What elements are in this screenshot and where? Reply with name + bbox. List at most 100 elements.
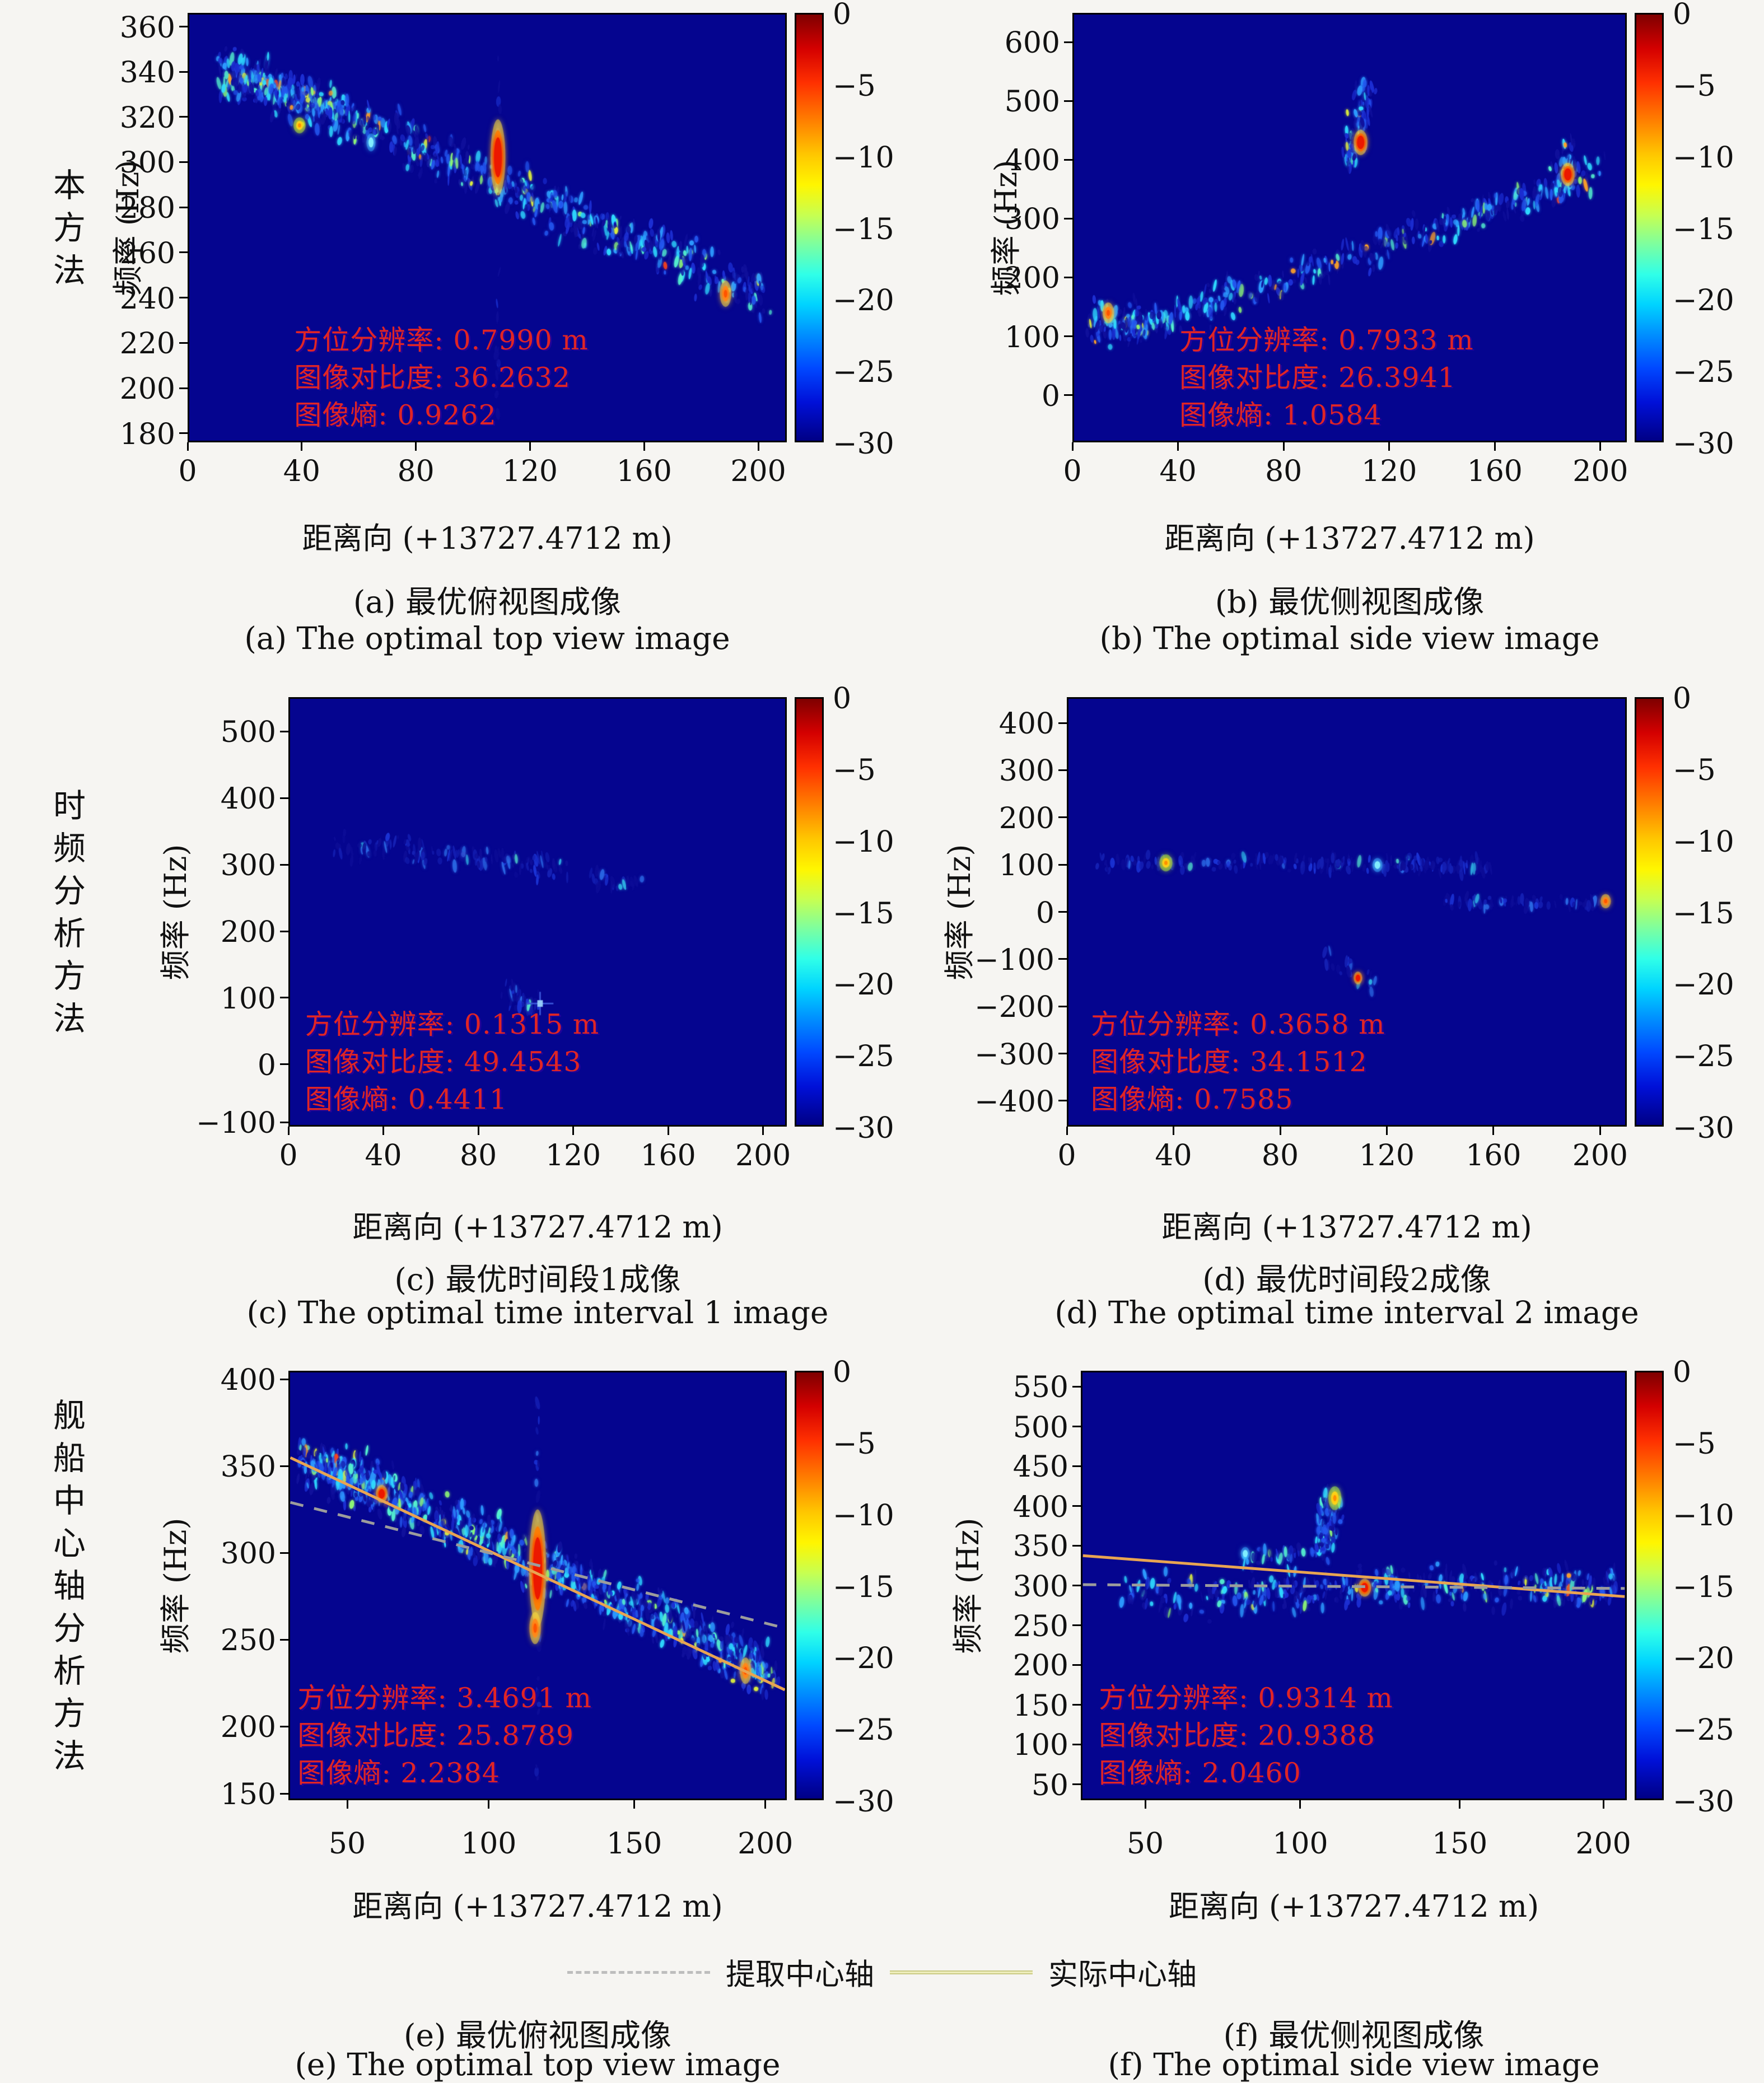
y-tick-mark: [1072, 1544, 1081, 1547]
method-row-label: 本 方 法: [53, 166, 86, 289]
colorbar-tick-label: −25: [1673, 1040, 1734, 1074]
x-tick-mark: [477, 1127, 479, 1135]
y-tick-label: −100: [974, 943, 1054, 977]
colorbar-tick-label: 0: [833, 0, 852, 31]
y-tick-label: −400: [974, 1085, 1054, 1119]
x-tick-label: 160: [1466, 1139, 1522, 1173]
colorbar-tick-label: −25: [833, 356, 894, 390]
x-tick-mark: [667, 1127, 669, 1135]
caption-zh: (d) 最优时间段2成像: [1202, 1262, 1491, 1297]
y-tick-label: −100: [196, 1106, 276, 1141]
y-tick-label: 100: [1004, 320, 1060, 354]
extracted-centerline: [1082, 1583, 1625, 1590]
x-tick-label: 80: [1265, 455, 1303, 488]
y-axis-label: 频率 (Hz): [950, 1517, 986, 1654]
x-axis-label: 距离向 (+13727.4712 m): [302, 521, 673, 556]
colorbar-tick-label: −20: [833, 284, 894, 318]
x-tick-label: 200: [1572, 455, 1628, 488]
y-tick-mark: [179, 432, 188, 435]
metric-line: 图像对比度: 34.1512: [1091, 1046, 1368, 1078]
x-tick-label: 160: [640, 1139, 696, 1173]
x-tick-label: 0: [1063, 455, 1082, 488]
x-tick-mark: [382, 1127, 385, 1135]
x-tick-label: 40: [283, 455, 320, 488]
y-tick-mark: [1072, 1585, 1081, 1586]
y-tick-mark: [280, 1638, 288, 1641]
caption-zh: (f) 最优侧视图成像: [1223, 2017, 1485, 2053]
plot-area: 方位分辨率: 0.7933 m 图像对比度: 26.3941 图像熵: 1.0584: [1072, 13, 1627, 442]
colorbar-tick-label: 0: [1673, 1356, 1692, 1389]
x-tick-label: 120: [1361, 455, 1417, 488]
y-tick-label: 600: [1004, 26, 1060, 60]
y-tick-label: 100: [220, 982, 276, 1016]
x-tick-label: 200: [1572, 1139, 1628, 1173]
y-tick-mark: [1072, 1743, 1081, 1745]
y-tick-label: 350: [1012, 1530, 1068, 1564]
y-tick-label: 200: [998, 801, 1054, 835]
y-tick-label: 250: [1012, 1609, 1068, 1643]
metric-line: 方位分辨率: 0.9314 m: [1099, 1682, 1393, 1714]
x-tick-label: 200: [730, 455, 786, 488]
y-tick-label: 550: [1012, 1371, 1068, 1405]
metric-line: 图像对比度: 49.4543: [305, 1046, 582, 1078]
y-tick-label: 150: [220, 1778, 276, 1812]
y-tick-mark: [1064, 217, 1072, 219]
subplot-a: 本 方 法 频率 (Hz) 方位分辨率: 0.7990 m 图像对比度: 36.2…: [0, 0, 894, 722]
y-tick-mark: [1072, 1783, 1081, 1786]
y-tick-label: 200: [1004, 261, 1060, 296]
x-tick-label: 40: [1155, 1139, 1192, 1173]
y-tick-label: 300: [119, 146, 175, 180]
y-tick-label: 300: [1004, 203, 1060, 237]
y-axis-label: 频率 (Hz): [158, 1517, 193, 1654]
x-tick-mark: [1177, 442, 1179, 451]
subplot-f: 频率 (Hz) 方位分辨率: 0.9314 m 图像对比度: 20.9388 图像熵…: [882, 1356, 1764, 2083]
y-tick-label: 240: [119, 282, 175, 316]
y-tick-mark: [1058, 1053, 1067, 1055]
y-tick-mark: [280, 863, 288, 866]
y-tick-label: 100: [1012, 1729, 1068, 1763]
y-tick-label: 400: [1012, 1490, 1068, 1524]
method-row-label: 舰 船 中 心 轴 分 析 方 法: [53, 1396, 86, 1775]
x-tick-mark: [757, 442, 759, 451]
y-tick-label: 300: [998, 754, 1054, 788]
y-tick-label: 400: [220, 1363, 276, 1398]
colorbar-tick-label: −10: [833, 1498, 894, 1533]
actual-centerline: [1082, 1554, 1625, 1598]
y-tick-label: 180: [119, 417, 175, 451]
x-tick-label: 80: [1261, 1139, 1299, 1173]
x-tick-label: 0: [279, 1139, 298, 1173]
metric-line: 方位分辨率: 0.1315 m: [305, 1008, 600, 1040]
metric-line: 图像对比度: 25.8789: [297, 1720, 575, 1752]
y-tick-mark: [179, 342, 188, 344]
caption-en: (c) The optimal time interval 1 image: [246, 1295, 829, 1330]
subplot-b: 频率 (Hz) 方位分辨率: 0.7933 m 图像对比度: 26.3941 图像熵…: [882, 0, 1764, 722]
x-tick-label: 200: [738, 1827, 794, 1861]
colorbar-tick-label: −25: [833, 1713, 894, 1748]
y-tick-mark: [1058, 722, 1067, 724]
x-tick-label: 80: [459, 1139, 497, 1173]
colorbar: [795, 13, 824, 442]
metric-annotations: 方位分辨率: 0.7990 m 图像对比度: 36.2632 图像熵: 0.9262: [294, 321, 589, 434]
y-tick-label: 150: [1012, 1689, 1068, 1723]
y-tick-label: 0: [257, 1048, 276, 1082]
colorbar-tick-label: −5: [833, 753, 876, 787]
y-tick-mark: [1064, 41, 1072, 43]
colorbar-tick-label: −30: [1673, 1111, 1734, 1145]
metric-line: 图像熵: 0.7585: [1091, 1083, 1294, 1115]
y-tick-mark: [1064, 335, 1072, 338]
colorbar-tick-label: 0: [1673, 682, 1692, 716]
colorbar-tick-label: −25: [1673, 356, 1734, 390]
x-tick-mark: [1385, 1127, 1388, 1135]
x-tick-label: 40: [1159, 455, 1197, 488]
metric-line: 方位分辨率: 0.7990 m: [294, 324, 589, 356]
colorbar: [1635, 13, 1664, 442]
y-tick-mark: [280, 1378, 288, 1380]
y-tick-mark: [1058, 769, 1067, 771]
plot-area: 方位分辨率: 0.1315 m 图像对比度: 49.4543 图像熵: 0.4411: [288, 697, 787, 1127]
colorbar-tick-label: −15: [1673, 1570, 1734, 1604]
y-tick-mark: [1058, 911, 1067, 913]
y-tick-mark: [1058, 863, 1067, 866]
caption-en: (d) The optimal time interval 2 image: [1054, 1295, 1639, 1330]
y-tick-label: 0: [1035, 896, 1054, 930]
